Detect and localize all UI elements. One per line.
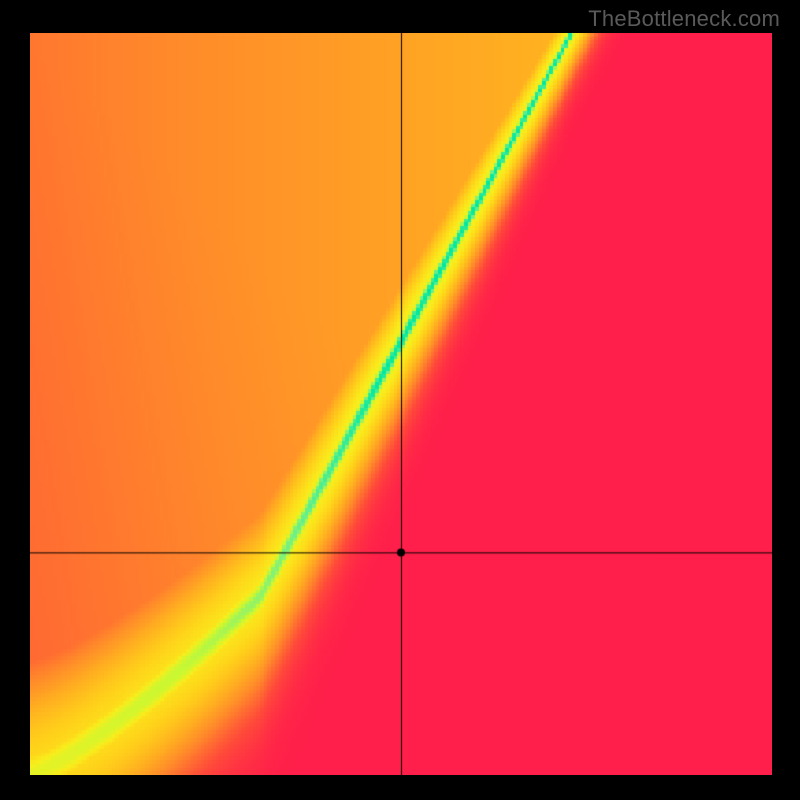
watermark-text: TheBottleneck.com xyxy=(588,6,780,32)
chart-container: TheBottleneck.com xyxy=(0,0,800,800)
overlay-canvas xyxy=(30,33,772,775)
